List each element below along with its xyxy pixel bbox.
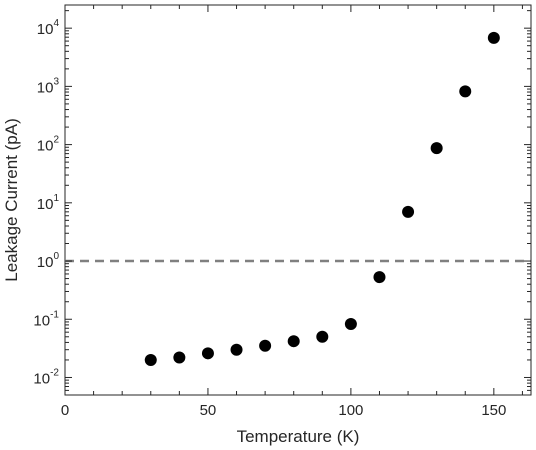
y-tick-label: 103 — [37, 76, 60, 96]
y-tick-label: 10-2 — [33, 367, 59, 387]
data-point — [459, 85, 472, 98]
y-tick-label: 102 — [37, 135, 60, 155]
data-point — [344, 317, 357, 330]
data-point — [373, 271, 386, 284]
data-point — [402, 205, 415, 218]
data-point — [144, 353, 157, 366]
x-axis-title: Temperature (K) — [237, 427, 360, 446]
data-point — [316, 330, 329, 343]
data-point — [230, 343, 243, 356]
data-point — [487, 31, 500, 44]
data-point — [201, 347, 214, 360]
x-tick-label: 50 — [200, 402, 217, 419]
data-point — [430, 142, 443, 155]
y-tick-label: 100 — [37, 251, 60, 271]
data-point — [173, 351, 186, 364]
y-tick-label: 101 — [37, 193, 60, 213]
x-tick-label: 0 — [61, 402, 69, 419]
y-tick-label: 104 — [37, 18, 60, 38]
x-tick-label: 100 — [338, 402, 363, 419]
y-axis-title: Leakage Current (pA) — [2, 118, 21, 281]
data-point — [287, 335, 300, 348]
x-tick-label: 150 — [481, 402, 506, 419]
plot-frame — [64, 4, 532, 396]
data-point — [259, 339, 272, 352]
y-tick-label: 10-1 — [33, 309, 59, 329]
